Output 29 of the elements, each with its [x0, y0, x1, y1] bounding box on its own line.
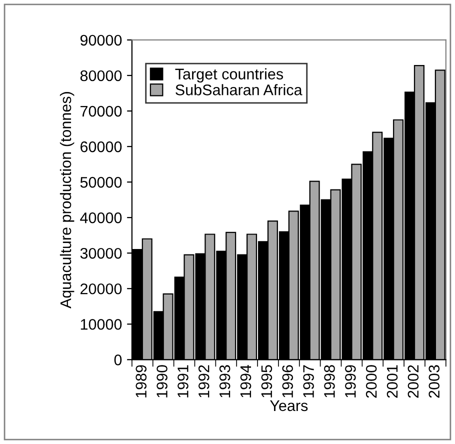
legend-label: Target countries [175, 68, 284, 82]
y-tick-label: 10000 [80, 318, 122, 330]
x-tick-label: 1997 [303, 365, 314, 398]
x-tick-label: 1994 [240, 364, 252, 398]
x-tick-label: 1999 [345, 365, 356, 398]
y-tick-label: 0 [114, 354, 122, 366]
x-tick-label: 1995 [261, 365, 272, 398]
y-tick-label: 20000 [80, 283, 122, 294]
y-tick-label: 70000 [80, 106, 122, 117]
legend-label: SubSaharan Africa [176, 84, 302, 96]
y-tick-label: 80000 [80, 70, 122, 82]
y-tick-label: 30000 [80, 248, 122, 259]
x-tick-label: 1992 [198, 365, 210, 398]
x-tick-label: 1993 [219, 365, 230, 398]
x-tick-label: 2000 [366, 365, 377, 398]
x-tick-label: 1996 [282, 365, 294, 398]
y-axis-title: Aquaculture production (tonnes) [60, 92, 74, 308]
x-tick-label: 1991 [178, 365, 188, 398]
x-tick-label: 2002 [408, 365, 419, 398]
x-axis-title: Years [270, 400, 308, 412]
x-tick-label: 2003 [428, 365, 440, 398]
y-tick-label: 90000 [80, 34, 122, 46]
y-tick-label: 60000 [80, 141, 122, 152]
x-tick-label: 1998 [324, 365, 335, 398]
x-tick-label: 1990 [156, 365, 168, 398]
y-tick-label: 40000 [80, 212, 122, 224]
x-tick-label: 2001 [386, 365, 398, 398]
x-tick-label: 1989 [136, 365, 147, 398]
y-tick-label: 50000 [80, 176, 122, 188]
